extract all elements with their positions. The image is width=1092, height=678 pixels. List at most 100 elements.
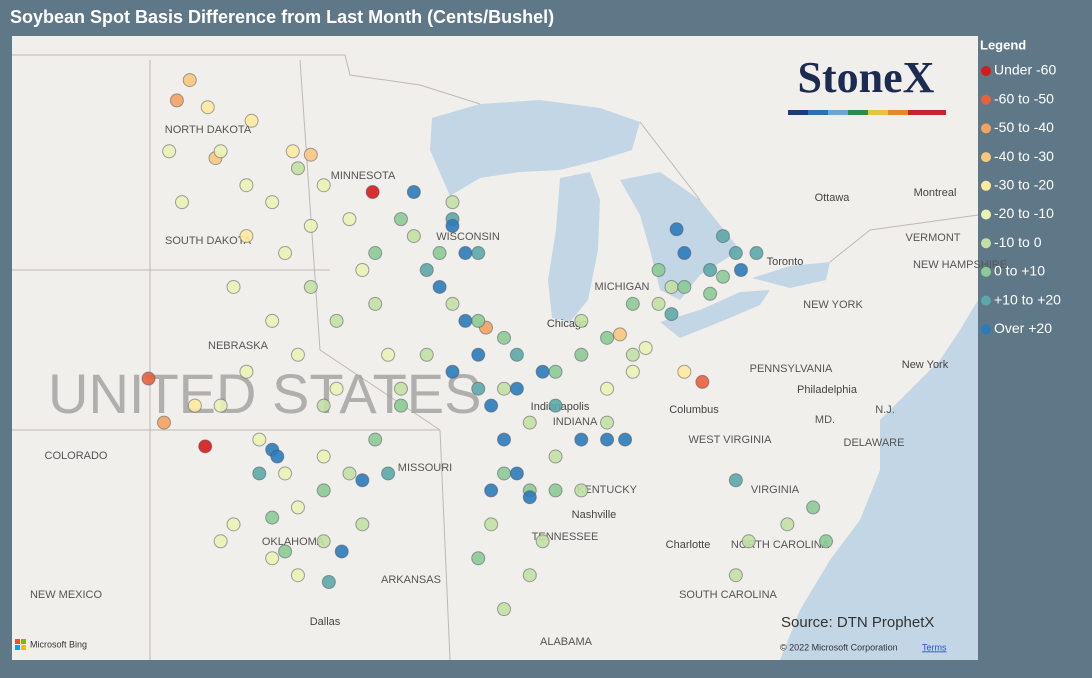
point <box>368 296 383 311</box>
map-label: NEW YORK <box>803 299 863 311</box>
map-label: Charlotte <box>666 539 711 551</box>
canada-border-east <box>639 121 979 263</box>
map-label: Columbus <box>669 404 719 416</box>
point <box>484 517 499 532</box>
map-label: Toronto <box>767 256 804 268</box>
point <box>548 449 563 464</box>
point <box>329 313 344 328</box>
chart-title: Soybean Spot Basis Difference from Last … <box>10 7 554 27</box>
map-label: N.J. <box>875 404 895 416</box>
point <box>169 93 184 108</box>
point <box>728 568 743 583</box>
point <box>239 178 254 193</box>
point <box>484 483 499 498</box>
legend-label: Under -60 <box>994 62 1056 78</box>
point <box>574 347 589 362</box>
legend-label: 0 to +10 <box>994 263 1045 279</box>
lake-superior <box>430 100 640 196</box>
point <box>445 218 460 233</box>
point <box>574 483 589 498</box>
point <box>664 279 679 294</box>
canada-border <box>12 54 481 105</box>
legend-swatch <box>981 209 991 220</box>
point <box>806 500 821 515</box>
point <box>265 551 280 566</box>
map-label: SOUTH DAKOTA <box>165 235 252 247</box>
point <box>703 263 718 277</box>
stripe <box>808 110 828 115</box>
bing-logo: Microsoft Bing <box>15 639 87 650</box>
borders <box>12 54 979 661</box>
point <box>535 364 550 379</box>
legend-swatch <box>981 324 991 335</box>
point <box>285 144 300 159</box>
atlantic-ocean <box>780 300 978 660</box>
map-labels: NORTH DAKOTA MINNESOTA SOUTH DAKOTA WISCONS… <box>30 124 1007 648</box>
terms-link[interactable]: Terms <box>922 642 947 652</box>
point <box>393 398 408 413</box>
point <box>728 246 743 261</box>
point <box>734 263 749 277</box>
point <box>156 415 171 430</box>
point <box>445 195 460 210</box>
point <box>458 246 473 261</box>
source: Source: DTN ProphetX <box>781 614 934 631</box>
point <box>600 415 615 430</box>
point <box>141 371 156 386</box>
point <box>728 473 743 488</box>
point <box>522 490 537 505</box>
point <box>445 364 460 379</box>
point <box>252 466 267 481</box>
map-label: Dallas <box>310 616 341 628</box>
point <box>677 279 692 294</box>
copyright: © 2022 Microsoft Corporation <box>780 642 898 652</box>
point <box>393 381 408 396</box>
legend-label: -60 to -50 <box>994 90 1054 106</box>
point <box>265 313 280 328</box>
point <box>419 347 434 362</box>
point <box>368 432 383 447</box>
point <box>213 144 228 159</box>
legend-swatch <box>981 152 991 163</box>
point <box>497 381 512 396</box>
point <box>819 534 834 549</box>
point <box>381 347 396 362</box>
logo-square <box>21 639 26 644</box>
lake-ontario <box>752 262 830 288</box>
point <box>749 246 764 261</box>
map-label: Nashville <box>572 509 617 521</box>
point <box>239 364 254 379</box>
point <box>471 246 486 261</box>
state-borders <box>12 59 451 661</box>
point <box>574 432 589 447</box>
point <box>664 307 679 322</box>
point <box>278 466 293 481</box>
legend-title: Legend <box>980 37 1026 52</box>
legend-label: +10 to +20 <box>994 291 1061 307</box>
point <box>419 263 434 277</box>
point <box>471 551 486 566</box>
legend-swatch <box>981 238 991 249</box>
map-label: SOUTH CAROLINA <box>679 589 777 601</box>
point <box>432 246 447 261</box>
point <box>355 473 370 488</box>
map-label: NORTH DAKOTA <box>165 124 252 136</box>
stripe <box>848 110 868 115</box>
stripe <box>828 110 848 115</box>
point <box>600 330 615 345</box>
point <box>600 381 615 396</box>
legend-swatch <box>981 66 991 76</box>
point <box>239 229 254 244</box>
point <box>625 296 640 311</box>
points <box>141 73 834 617</box>
bing-text: Microsoft Bing <box>30 639 87 649</box>
point <box>316 449 331 464</box>
logo-square <box>21 645 26 650</box>
legend: Under -60 -60 to -50 -50 to -40 -40 to -30 -… <box>981 62 1061 336</box>
legend-label: Over +20 <box>994 320 1052 336</box>
point <box>355 517 370 532</box>
legend-swatch <box>981 180 991 191</box>
map-label: New York <box>902 359 949 371</box>
map-label: MISSOURI <box>398 462 452 474</box>
